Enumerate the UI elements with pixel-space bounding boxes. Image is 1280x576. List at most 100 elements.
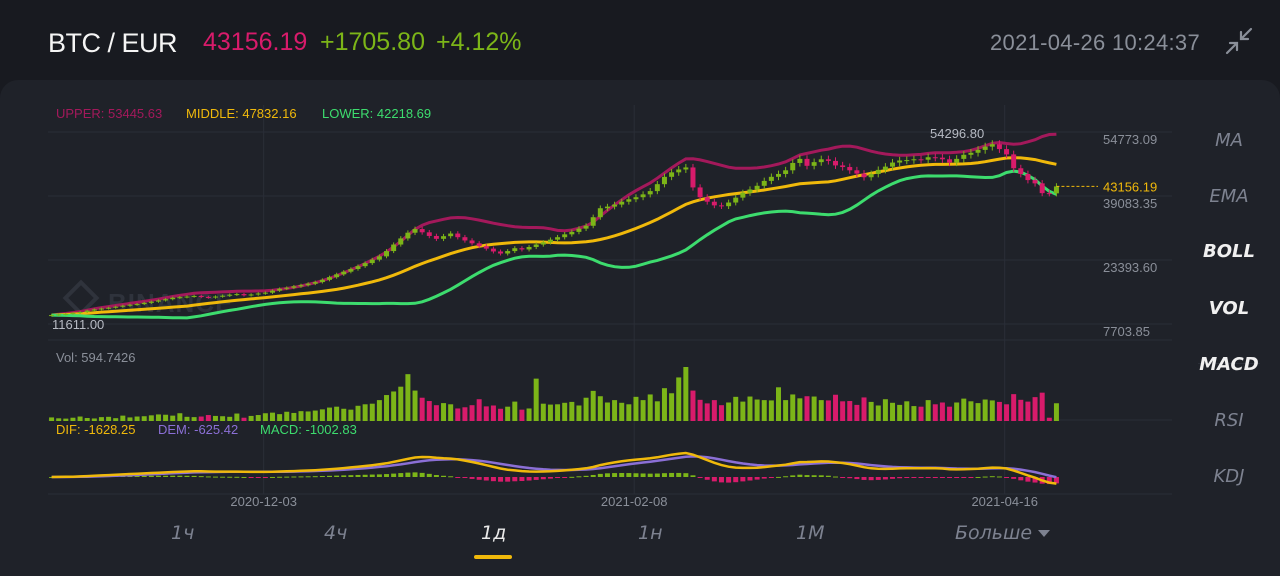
macd-histogram-bar bbox=[861, 477, 867, 480]
macd-histogram-bar bbox=[327, 475, 333, 477]
timeframe-1h[interactable]: 1ч bbox=[171, 522, 195, 544]
macd-histogram-bar bbox=[833, 476, 839, 478]
indicator-vol[interactable]: VOL bbox=[1208, 298, 1250, 319]
macd-histogram-bar bbox=[1053, 477, 1059, 484]
candle-body bbox=[590, 217, 596, 226]
macd-histogram-bar bbox=[1032, 477, 1038, 483]
candle-body bbox=[298, 285, 304, 287]
volume-bar bbox=[740, 401, 746, 421]
candle-body bbox=[790, 162, 796, 171]
candle-body bbox=[77, 312, 83, 314]
volume-bar bbox=[412, 390, 418, 421]
candle-body bbox=[904, 160, 910, 162]
macd-histogram-bar bbox=[398, 473, 404, 477]
volume-bar bbox=[840, 401, 846, 421]
timeframe-1d[interactable]: 1д bbox=[481, 522, 507, 544]
macd-histogram-bar bbox=[255, 477, 261, 478]
candle-body bbox=[647, 191, 653, 195]
candle-body bbox=[1046, 193, 1052, 195]
macd-histogram-bar bbox=[761, 477, 767, 479]
macd-histogram-bar bbox=[583, 475, 589, 477]
volume-bar bbox=[362, 404, 368, 421]
volume-bar bbox=[704, 403, 710, 421]
indicator-ma[interactable]: MA bbox=[1215, 130, 1243, 151]
timeframe-4h[interactable]: 4ч bbox=[324, 522, 348, 544]
macd-histogram-bar bbox=[469, 477, 475, 479]
volume-bar bbox=[369, 403, 375, 421]
macd-histogram-bar bbox=[155, 475, 161, 477]
candle-body bbox=[120, 305, 126, 307]
candle-body bbox=[804, 158, 810, 166]
candle-body bbox=[833, 160, 839, 166]
candle-body bbox=[248, 294, 254, 296]
timeframe-1w[interactable]: 1н bbox=[638, 522, 663, 544]
candle-body bbox=[797, 158, 803, 163]
indicator-macd[interactable]: MACD bbox=[1199, 354, 1259, 375]
macd-histogram-bar bbox=[277, 476, 283, 478]
candle-body bbox=[526, 246, 532, 250]
macd-histogram-bar bbox=[220, 476, 226, 478]
volume-bar bbox=[141, 416, 147, 421]
collapse-arrows-icon[interactable] bbox=[1224, 26, 1254, 56]
macd-histogram-bar bbox=[490, 477, 496, 482]
volume-bar bbox=[555, 404, 561, 421]
macd-histogram-bar bbox=[597, 473, 603, 477]
indicator-kdj[interactable]: KDJ bbox=[1213, 466, 1245, 487]
volume-bar bbox=[904, 401, 910, 421]
indicator-boll[interactable]: BOLL bbox=[1203, 241, 1255, 262]
volume-bar bbox=[319, 409, 325, 421]
candle-body bbox=[540, 242, 546, 245]
trading-pair[interactable]: BTC / EUR bbox=[48, 28, 178, 58]
macd-histogram-bar bbox=[647, 473, 653, 477]
volume-bar bbox=[676, 377, 682, 421]
candle-body bbox=[91, 309, 97, 311]
candle-body bbox=[840, 165, 846, 168]
volume-bar bbox=[77, 416, 83, 421]
candle-body bbox=[63, 313, 69, 315]
macd-histogram-bar bbox=[334, 475, 340, 477]
candle-body bbox=[426, 232, 432, 236]
macd-dif-line bbox=[51, 451, 1057, 485]
volume-bar bbox=[775, 387, 781, 421]
volume-bar bbox=[127, 417, 133, 421]
volume-bar bbox=[519, 409, 525, 421]
volume-bar bbox=[84, 418, 90, 421]
volume-bar bbox=[690, 390, 696, 421]
macd-histogram-bar bbox=[669, 472, 675, 477]
candle-body bbox=[141, 302, 147, 305]
macd-histogram-bar bbox=[405, 472, 411, 477]
macd-histogram-bar bbox=[619, 472, 625, 477]
macd-histogram-bar bbox=[476, 477, 482, 480]
volume-bar bbox=[426, 401, 432, 421]
volume-bar bbox=[91, 418, 97, 421]
candle-body bbox=[761, 180, 767, 186]
macd-histogram-bar bbox=[462, 477, 468, 479]
volume-bar bbox=[540, 403, 546, 421]
volume-legend: Vol: 594.7426 bbox=[56, 350, 136, 365]
macd-histogram-bar bbox=[740, 477, 746, 482]
volume-bar bbox=[647, 394, 653, 421]
volume-bar bbox=[483, 406, 489, 421]
candle-body bbox=[49, 315, 55, 317]
timeframe-more[interactable]: Больше bbox=[955, 522, 1051, 544]
indicator-rsi[interactable]: RSI bbox=[1214, 410, 1244, 431]
min-price-label: 11611.00 bbox=[52, 317, 104, 332]
candle-body bbox=[576, 228, 582, 232]
macd-histogram-bar bbox=[341, 475, 347, 477]
macd-histogram-bar bbox=[298, 476, 304, 478]
candle-body bbox=[783, 170, 789, 174]
macd-histogram-bar bbox=[904, 477, 910, 478]
volume-bar bbox=[875, 405, 881, 421]
volume-bar bbox=[761, 400, 767, 421]
timeframe-1m[interactable]: 1М bbox=[796, 522, 825, 544]
candle-body bbox=[384, 251, 390, 257]
candle-body bbox=[890, 162, 896, 167]
volume-bar bbox=[697, 399, 703, 421]
price-chart[interactable]: 54773.09 39083.35 23393.60 7703.85 2020-12-0… bbox=[0, 80, 1190, 576]
volume-bar bbox=[490, 405, 496, 421]
candle-body bbox=[661, 176, 667, 185]
candle-body bbox=[640, 194, 646, 198]
volume-bar bbox=[711, 400, 717, 421]
indicator-ema[interactable]: EMA bbox=[1209, 186, 1249, 207]
volume-bar bbox=[312, 410, 318, 421]
